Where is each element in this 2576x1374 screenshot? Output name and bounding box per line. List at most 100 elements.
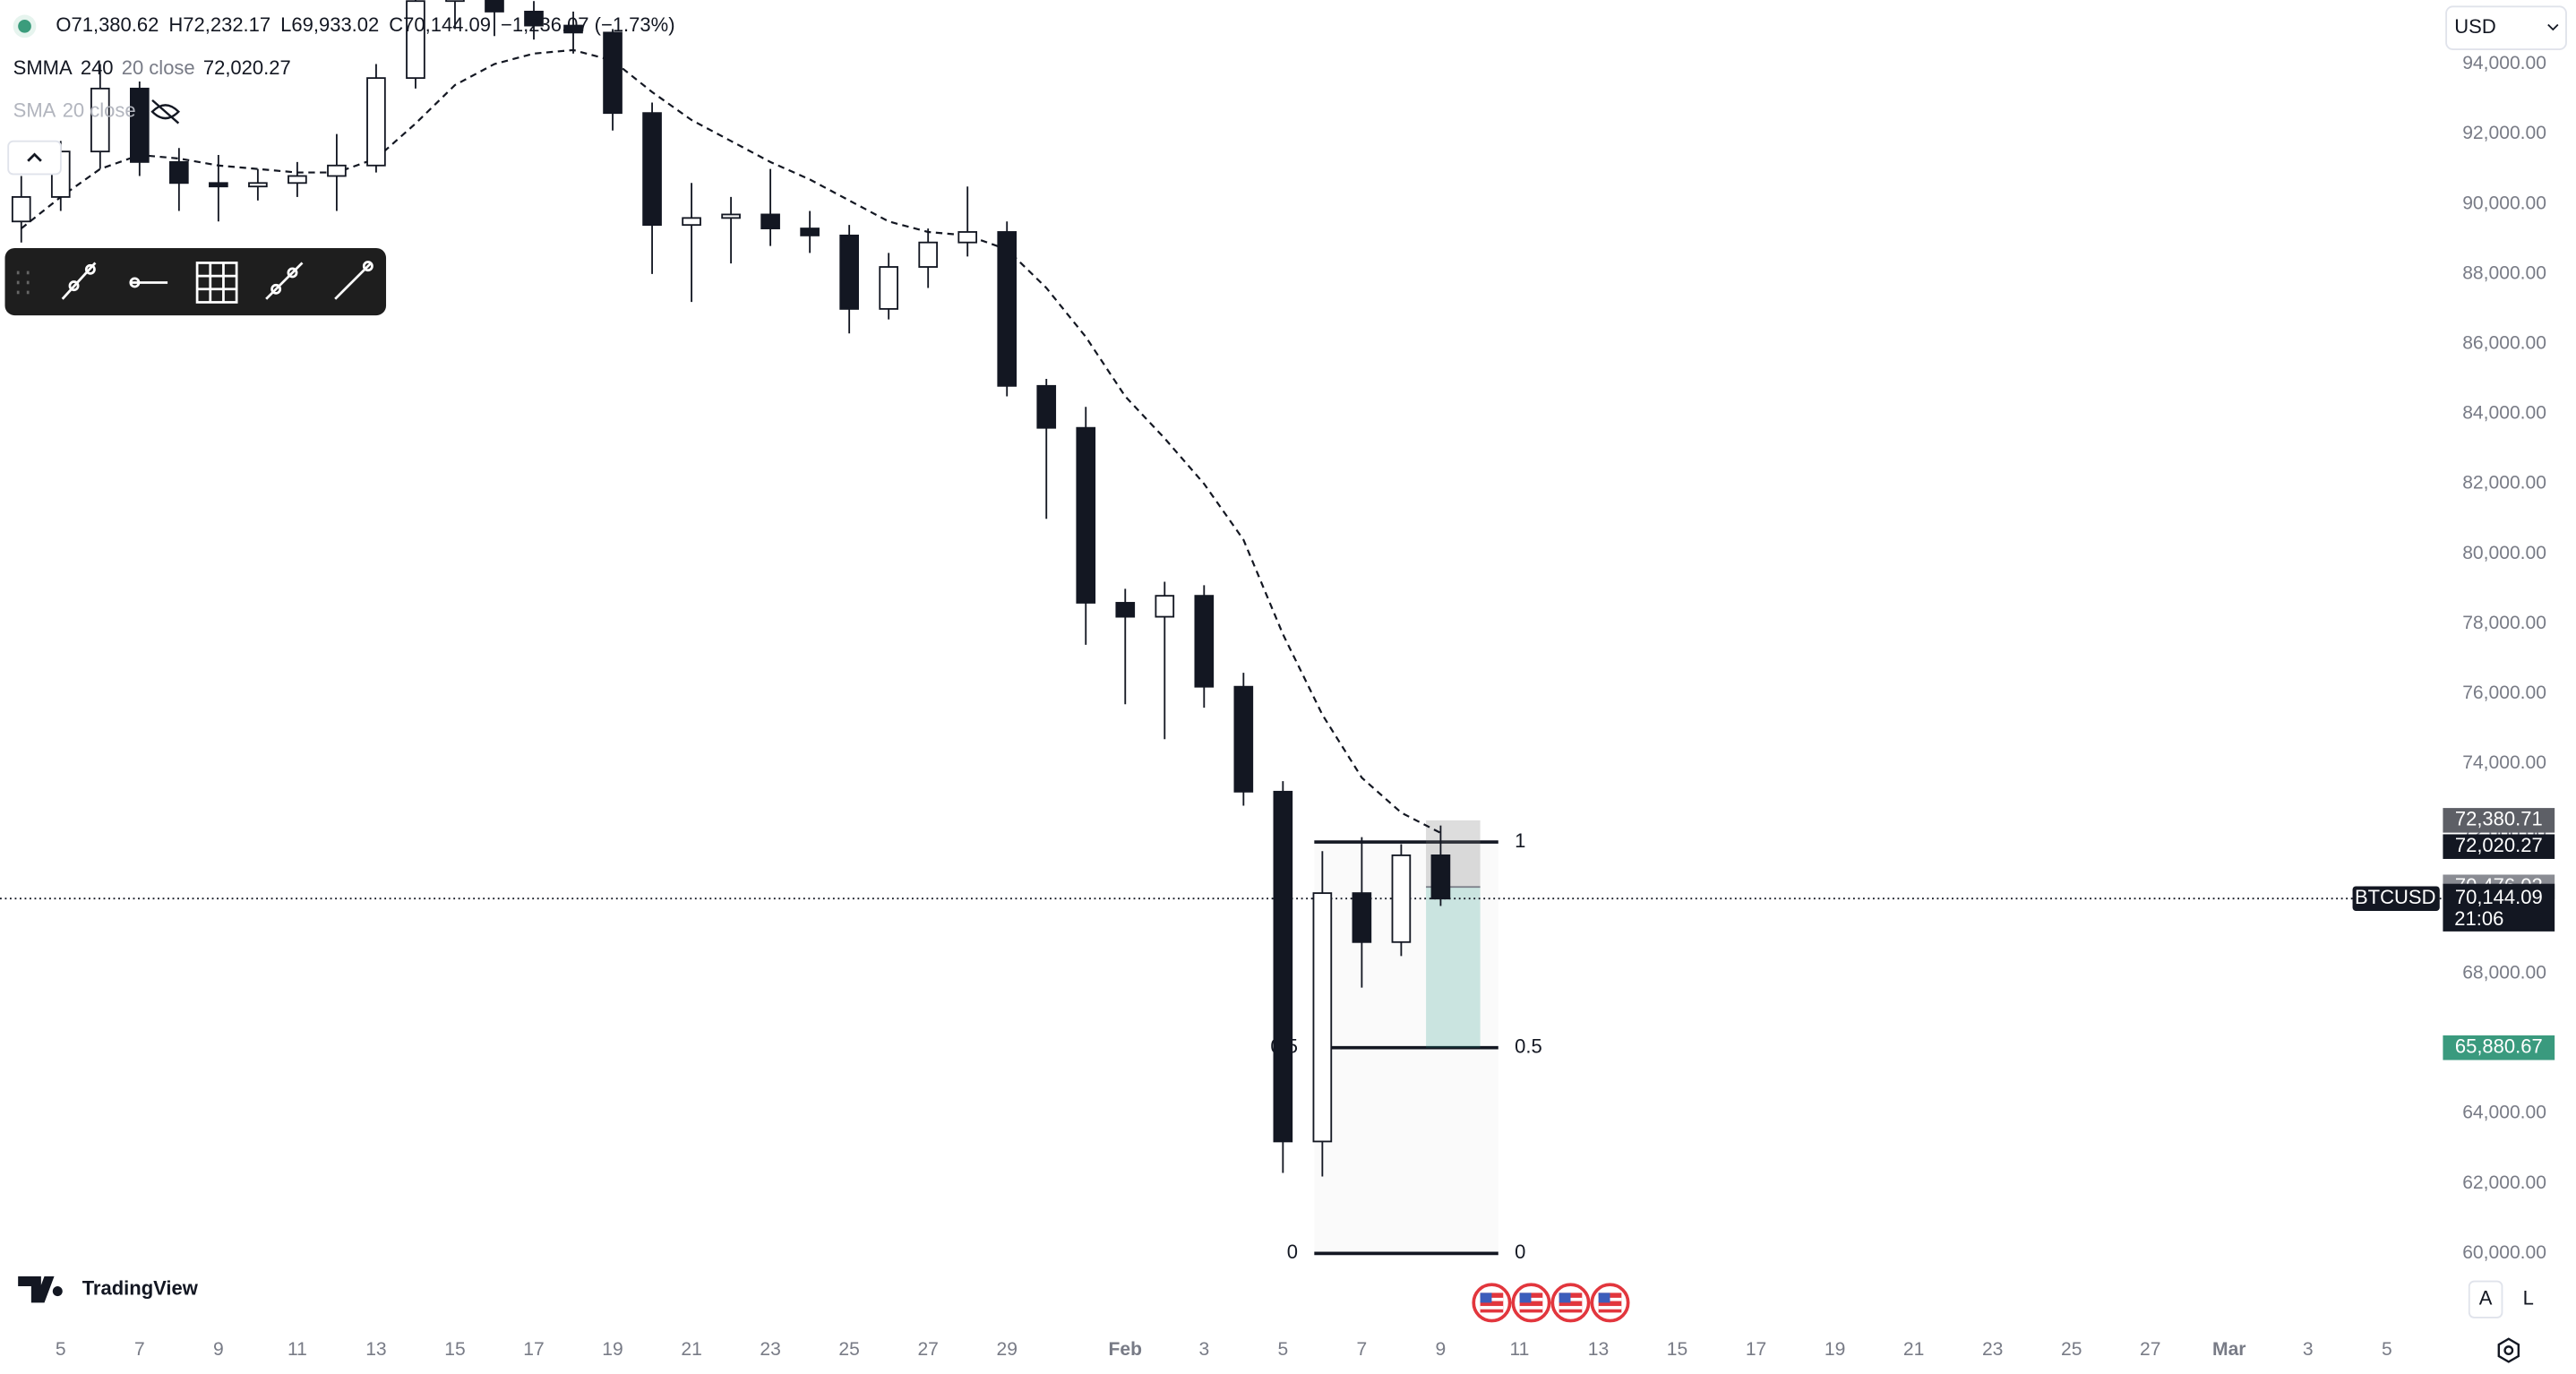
y-tick-label: 68,000.00 (2462, 963, 2546, 983)
candle-body (603, 31, 623, 115)
x-tick-label: 5 (56, 1339, 66, 1360)
x-tick-label: 5 (2382, 1339, 2392, 1360)
indicator-hidden-text: SMA (13, 99, 56, 122)
fib-label-right: 1 (1515, 829, 1525, 852)
hidden-eye-icon (150, 99, 181, 125)
collapse-button[interactable] (7, 140, 62, 176)
candle-body (1036, 384, 1057, 429)
candle-body (485, 0, 504, 13)
x-tick-label: 27 (2140, 1339, 2160, 1360)
candle-body (209, 182, 228, 188)
chevron (2547, 23, 2559, 31)
y-tick-label: 60,000.00 (2462, 1242, 2546, 1263)
candle-body (1273, 790, 1293, 1143)
x-tick-label: 13 (365, 1339, 386, 1360)
candle-body (918, 241, 939, 268)
candle-body (839, 234, 859, 310)
candle-body (169, 160, 189, 185)
x-tick-label: 27 (917, 1339, 938, 1360)
y-tick-label: 84,000.00 (2462, 403, 2546, 424)
candle-body (1155, 595, 1175, 618)
y-tick-label: 62,000.00 (2462, 1172, 2546, 1193)
indicator-text: 72,020.27 (203, 56, 291, 79)
x-tick-label: 23 (760, 1339, 780, 1360)
current-price-bg (2443, 883, 2555, 932)
x-tick-label: 25 (2061, 1339, 2082, 1360)
legend-change: −1,236.07 (−1.73%) (501, 13, 674, 36)
log-scale-label[interactable]: L (2523, 1287, 2534, 1310)
x-tick-label: 5 (1277, 1339, 1288, 1360)
y-tick-label: 78,000.00 (2462, 613, 2546, 633)
x-tick-label: Mar (2212, 1339, 2245, 1360)
settings-icon[interactable] (2497, 1337, 2520, 1363)
indicator-text: 240 (81, 56, 114, 79)
x-tick-label: 17 (1746, 1339, 1766, 1360)
candle-body (1312, 892, 1333, 1143)
candle-body (406, 0, 425, 80)
x-tick-label: 11 (1510, 1339, 1530, 1360)
x-tick-label: 21 (1903, 1339, 1924, 1360)
symbol-tag-bg (2352, 886, 2440, 911)
drawing-toolbar[interactable] (4, 247, 387, 316)
chevron-up (27, 152, 42, 162)
legend-value: 72,232.17 (183, 13, 270, 36)
indicator-text: SMMA (13, 56, 73, 79)
candle-body (1076, 426, 1096, 604)
event-flags[interactable] (1472, 1283, 1630, 1323)
candle-body (327, 164, 347, 177)
x-tick-label: 3 (2303, 1339, 2314, 1360)
x-tick-label: 25 (838, 1339, 859, 1360)
target-price-bg (2443, 1035, 2555, 1061)
y-tick-label: 94,000.00 (2462, 53, 2546, 73)
candle-body (1391, 854, 1412, 943)
x-tick-label: 21 (681, 1339, 701, 1360)
candle-body (1352, 892, 1372, 943)
candle-body (1115, 602, 1136, 618)
legend-prefix: H (168, 13, 183, 36)
legend-value: 69,933.02 (291, 13, 379, 36)
auto-scale-label: A (2479, 1287, 2493, 1310)
stop-price-bg (2443, 808, 2555, 833)
smma-line (21, 48, 1441, 834)
candle-body (248, 182, 268, 188)
x-tick-label: 15 (444, 1339, 465, 1360)
target-price: 65,880.67 (2455, 1035, 2543, 1058)
x-tick-label: 11 (288, 1339, 307, 1360)
y-tick-label: 82,000.00 (2462, 473, 2546, 494)
current-price: 70,144.09 (2455, 886, 2543, 908)
legend-value: 71,380.62 (71, 13, 159, 36)
candle-body (288, 175, 307, 185)
x-tick-label: Feb (1109, 1339, 1143, 1360)
y-tick-label: 88,000.00 (2462, 262, 2546, 283)
x-tick-label: 19 (602, 1339, 623, 1360)
candle-body (760, 213, 780, 229)
x-tick-label: 7 (1357, 1339, 1368, 1360)
indicator-text: 20 close (122, 56, 195, 79)
currency-select[interactable] (2445, 5, 2567, 50)
candle-body (1233, 685, 1254, 793)
status-dot-inner (18, 20, 31, 33)
candle-body (445, 0, 465, 3)
fib-label-right: 0.5 (1515, 1035, 1542, 1058)
candle-body (524, 11, 544, 27)
candle-body (1430, 854, 1451, 900)
auto-scale-button[interactable] (2468, 1280, 2503, 1318)
candle-body (11, 196, 31, 223)
x-tick-label: 15 (1667, 1339, 1687, 1360)
currency: USD (2454, 15, 2495, 38)
smma-price-bg (2443, 834, 2555, 859)
logo: TradingView (18, 1276, 199, 1303)
candle-body (721, 213, 741, 219)
candle-body (682, 217, 701, 227)
candle-body (642, 112, 662, 227)
y-tick-label: 86,000.00 (2462, 333, 2546, 354)
y-tick-label: 92,000.00 (2462, 123, 2546, 143)
candle-body (879, 266, 898, 310)
logo-text: TradingView (82, 1277, 199, 1300)
smma-price: 72,020.27 (2455, 834, 2543, 856)
x-tick-label: 23 (1982, 1339, 2003, 1360)
legend-prefix: L (280, 13, 291, 36)
x-tick-label: 17 (523, 1339, 544, 1360)
